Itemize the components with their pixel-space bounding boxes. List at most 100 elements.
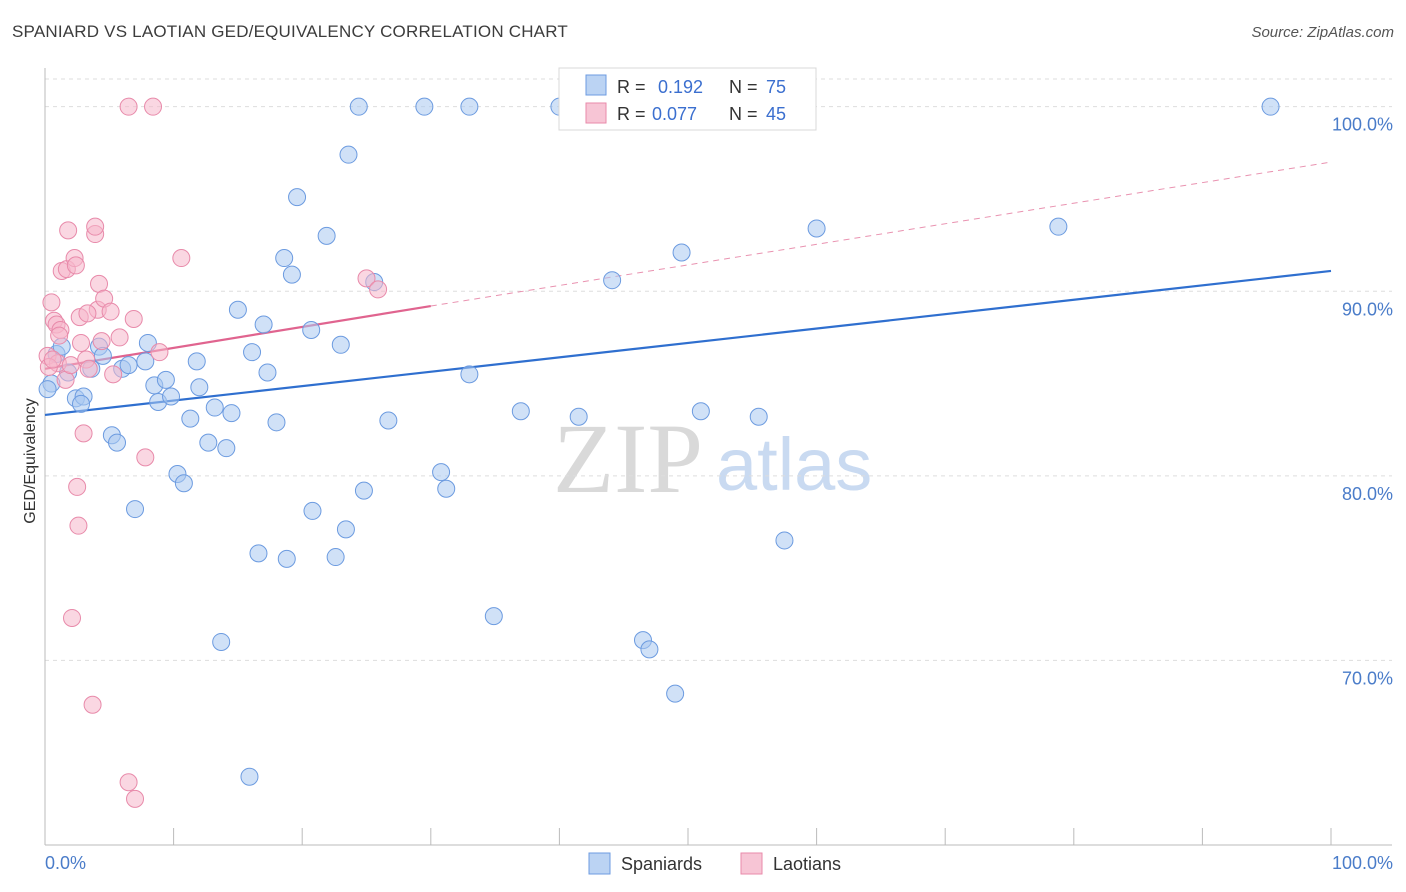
point-laotians — [78, 304, 97, 323]
y-tick-label: 70.0% — [1342, 668, 1393, 688]
point-laotians — [144, 97, 163, 116]
point-laotians — [124, 309, 143, 328]
trend-line-spaniards — [44, 269, 1332, 417]
legend-n-label-laotians: N = — [729, 104, 758, 124]
y-tick-label: 100.0% — [1332, 115, 1393, 135]
point-spaniards — [190, 378, 209, 397]
point-spaniards — [181, 409, 200, 428]
y-axis-label: GED/Equivalency — [22, 398, 39, 523]
point-spaniards — [354, 481, 373, 500]
point-laotians — [83, 695, 102, 714]
point-laotians — [150, 343, 169, 362]
point-spaniards — [379, 411, 398, 430]
point-laotians — [101, 302, 120, 321]
point-spaniards — [277, 549, 296, 568]
point-spaniards — [222, 404, 241, 423]
point-laotians — [63, 608, 82, 627]
axes — [44, 68, 1392, 846]
x-tick-labels: 0.0% 100.0% — [45, 853, 1393, 873]
point-laotians — [119, 97, 138, 116]
point-laotians — [69, 516, 88, 535]
point-spaniards — [1261, 97, 1280, 116]
point-spaniards — [437, 479, 456, 498]
bottom-legend: Spaniards Laotians — [588, 852, 841, 875]
point-spaniards — [205, 398, 224, 417]
point-spaniards — [249, 544, 268, 563]
legend-r-value-spaniards: 0.192 — [658, 77, 703, 97]
y-tick-labels: 70.0% 80.0% 90.0% 100.0% — [1332, 115, 1393, 689]
y-tick-label: 80.0% — [1342, 484, 1393, 504]
point-spaniards — [331, 335, 350, 354]
point-spaniards — [339, 145, 358, 164]
bottom-legend-label-laotians: Laotians — [773, 854, 841, 874]
point-spaniards — [217, 439, 236, 458]
point-laotians — [126, 789, 145, 808]
chart-title: SPANIARD VS LAOTIAN GED/EQUIVALENCY CORR… — [12, 22, 568, 41]
point-laotians — [42, 293, 61, 312]
point-spaniards — [275, 249, 294, 268]
point-spaniards — [640, 640, 659, 659]
point-spaniards — [156, 370, 175, 389]
legend-r-label-spaniards: R = — [617, 77, 646, 97]
watermark-atlas: atlas — [716, 423, 872, 506]
legend-r-label-laotians: R = — [617, 104, 646, 124]
chart-source: Source: ZipAtlas.com — [1251, 24, 1394, 41]
x-tick-label-min: 0.0% — [45, 853, 86, 873]
legend-n-value-spaniards: 75 — [766, 77, 786, 97]
point-spaniards — [336, 520, 355, 539]
point-spaniards — [460, 365, 479, 384]
bottom-legend-swatch-laotians — [740, 852, 763, 875]
bottom-legend-swatch-spaniards — [588, 852, 611, 875]
point-spaniards — [749, 407, 768, 426]
point-spaniards — [254, 315, 273, 334]
point-spaniards — [666, 684, 685, 703]
point-laotians — [61, 356, 80, 375]
point-laotians — [66, 256, 85, 275]
point-spaniards — [1049, 217, 1068, 236]
point-spaniards — [302, 321, 321, 340]
legend-r-value-laotians: 0.077 — [652, 104, 697, 124]
point-spaniards — [228, 300, 247, 319]
point-laotians — [172, 249, 191, 268]
point-laotians — [43, 350, 62, 369]
point-laotians — [74, 424, 93, 443]
point-spaniards — [119, 356, 138, 375]
point-spaniards — [282, 265, 301, 284]
point-spaniards — [326, 548, 345, 567]
point-spaniards — [187, 352, 206, 371]
point-spaniards — [288, 188, 307, 207]
point-laotians — [92, 332, 111, 351]
point-spaniards — [174, 474, 193, 493]
point-spaniards — [38, 380, 57, 399]
point-spaniards — [317, 226, 336, 245]
point-spaniards — [126, 500, 145, 519]
point-spaniards — [108, 433, 127, 452]
point-laotians — [68, 477, 87, 496]
point-spaniards — [672, 243, 691, 262]
legend-n-label-spaniards: N = — [729, 77, 758, 97]
point-spaniards — [432, 463, 451, 482]
bottom-legend-label-spaniards: Spaniards — [621, 854, 702, 874]
legend-n-value-laotians: 45 — [766, 104, 786, 124]
trend-lines — [44, 161, 1332, 417]
point-spaniards — [349, 97, 368, 116]
point-spaniards — [72, 394, 91, 413]
point-laotians — [119, 773, 138, 792]
point-spaniards — [484, 607, 503, 626]
point-laotians — [86, 217, 105, 236]
point-spaniards — [240, 767, 259, 786]
point-laotians — [59, 221, 78, 240]
point-spaniards — [243, 343, 262, 362]
point-spaniards — [511, 402, 530, 421]
point-spaniards — [162, 387, 181, 406]
point-laotians — [110, 328, 129, 347]
point-spaniards — [303, 501, 322, 520]
watermark: ZIP atlas — [553, 403, 872, 514]
point-laotians — [369, 280, 388, 299]
legend: R = 0.192 N = 75 R = 0.077 N = 45 — [558, 67, 817, 131]
y-tick-label: 90.0% — [1342, 299, 1393, 319]
point-laotians — [136, 448, 155, 467]
trend-line-laotians-extension — [430, 161, 1332, 307]
grid-lines — [45, 78, 1392, 661]
